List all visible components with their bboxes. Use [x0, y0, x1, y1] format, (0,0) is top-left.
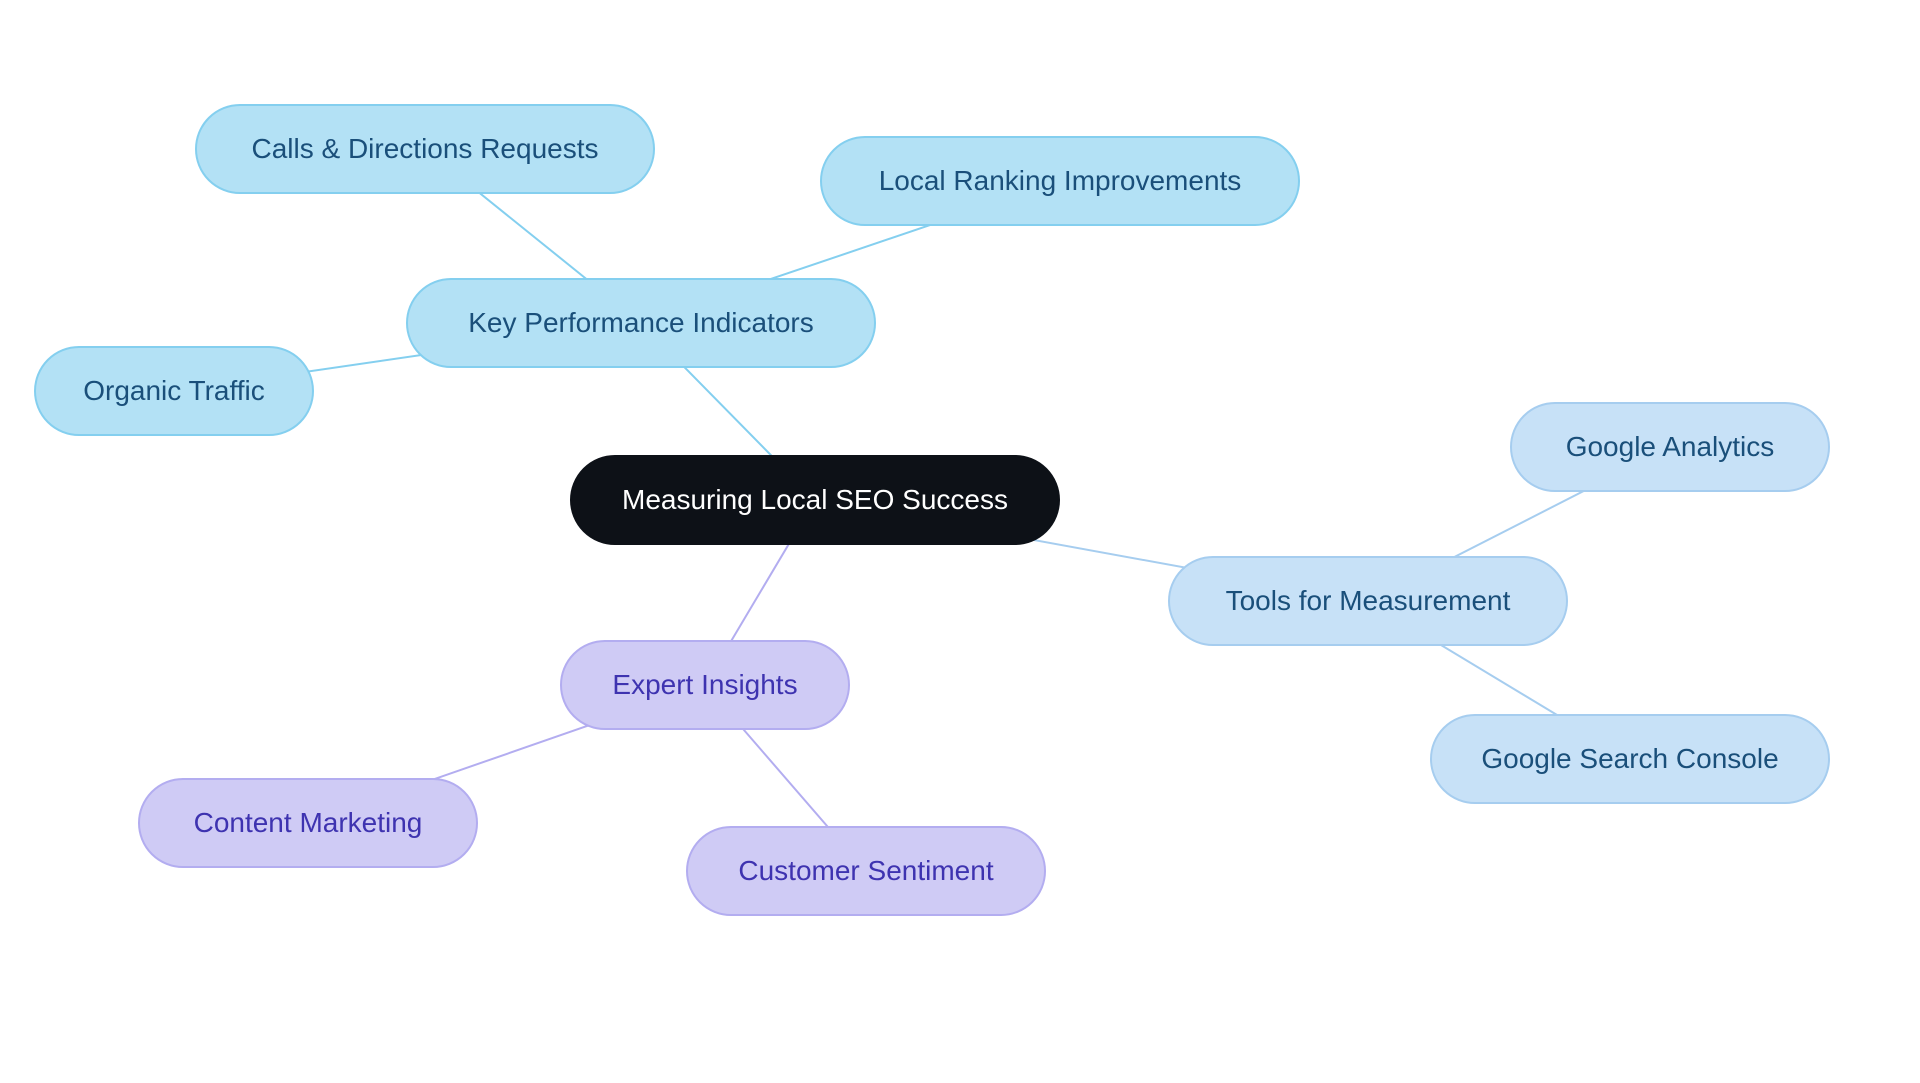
node-kpi: Key Performance Indicators — [406, 278, 876, 368]
diagram-canvas: Measuring Local SEO Success Key Performa… — [0, 0, 1920, 1083]
node-organic-traffic: Organic Traffic — [34, 346, 314, 436]
node-root: Measuring Local SEO Success — [570, 455, 1060, 545]
node-google-search-console: Google Search Console — [1430, 714, 1830, 804]
node-tools: Tools for Measurement — [1168, 556, 1568, 646]
node-expert-insights: Expert Insights — [560, 640, 850, 730]
node-customer-sentiment: Customer Sentiment — [686, 826, 1046, 916]
node-google-analytics: Google Analytics — [1510, 402, 1830, 492]
node-content-marketing: Content Marketing — [138, 778, 478, 868]
node-local-ranking: Local Ranking Improvements — [820, 136, 1300, 226]
node-calls-directions: Calls & Directions Requests — [195, 104, 655, 194]
